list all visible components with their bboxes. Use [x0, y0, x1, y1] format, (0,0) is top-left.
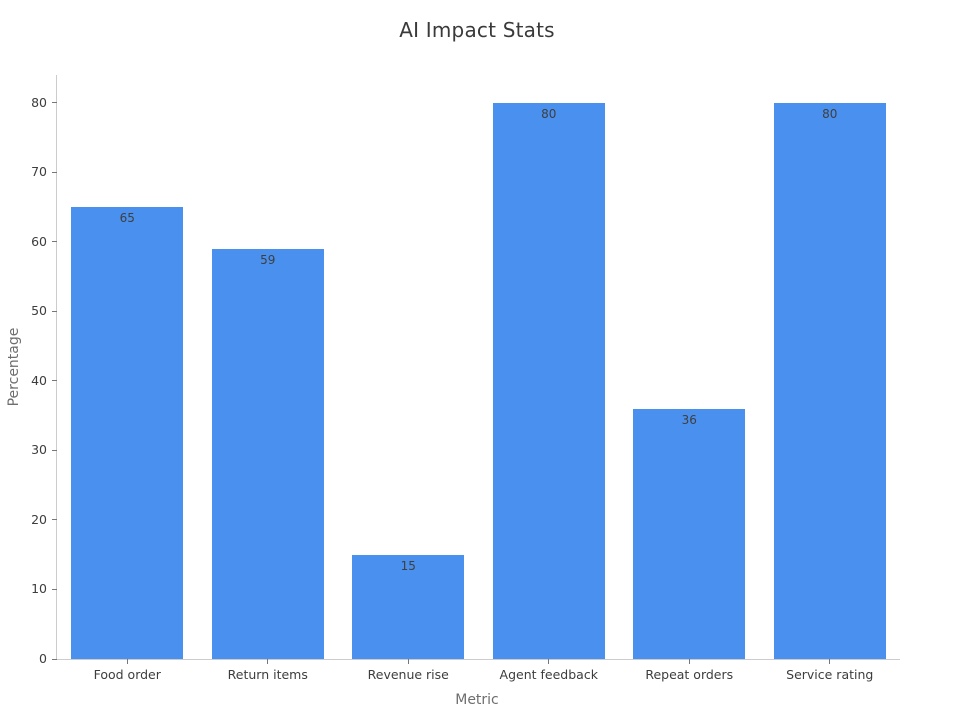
x-tick-mark	[126, 659, 128, 664]
y-axis-title: Percentage	[6, 327, 22, 407]
y-tick-mark	[52, 658, 57, 660]
y-tick-mark	[52, 588, 57, 590]
x-tick-label: Agent feedback	[499, 667, 598, 682]
bar-value-label: 36	[681, 412, 697, 427]
y-tick-label: 50	[31, 303, 47, 319]
y-tick-mark	[52, 241, 57, 243]
x-tick-label: Service rating	[786, 667, 874, 682]
y-tick-label: 70	[31, 164, 47, 180]
bar-value-label: 59	[260, 252, 276, 267]
bar	[71, 207, 184, 659]
x-tick-mark	[407, 659, 409, 664]
bar-value-label: 15	[400, 558, 416, 573]
y-tick-mark	[52, 449, 57, 451]
bar	[773, 102, 886, 659]
x-tick-mark	[829, 659, 831, 664]
bar-value-label: 65	[119, 211, 135, 226]
x-tick-mark	[688, 659, 690, 664]
bar-value-label: 80	[822, 106, 838, 121]
y-tick-label: 0	[39, 651, 47, 666]
y-tick-label: 10	[31, 581, 47, 597]
x-tick-label: Food order	[93, 667, 161, 682]
y-tick-label: 40	[31, 372, 47, 388]
bar	[633, 408, 746, 659]
x-tick-mark	[267, 659, 269, 664]
y-tick-mark	[52, 310, 57, 312]
x-tick-mark	[548, 659, 550, 664]
bar	[492, 102, 605, 659]
bar	[211, 248, 324, 659]
bar-value-label: 80	[541, 106, 557, 121]
y-tick-label: 60	[31, 233, 47, 249]
y-tick-mark	[52, 171, 57, 173]
bar	[352, 554, 465, 659]
y-tick-mark	[52, 380, 57, 382]
y-axis-line	[56, 75, 57, 660]
x-tick-label: Return items	[227, 667, 308, 682]
y-tick-label: 80	[31, 94, 47, 110]
y-tick-mark	[52, 519, 57, 521]
chart-title: AI Impact Stats	[399, 18, 555, 42]
y-tick-label: 30	[31, 442, 47, 458]
x-tick-label: Revenue rise	[367, 667, 449, 682]
y-tick-label: 20	[31, 511, 47, 527]
y-tick-mark	[52, 102, 57, 104]
x-axis-line	[56, 659, 900, 660]
x-tick-label: Repeat orders	[645, 667, 734, 682]
x-axis-title: Metric	[455, 692, 499, 708]
